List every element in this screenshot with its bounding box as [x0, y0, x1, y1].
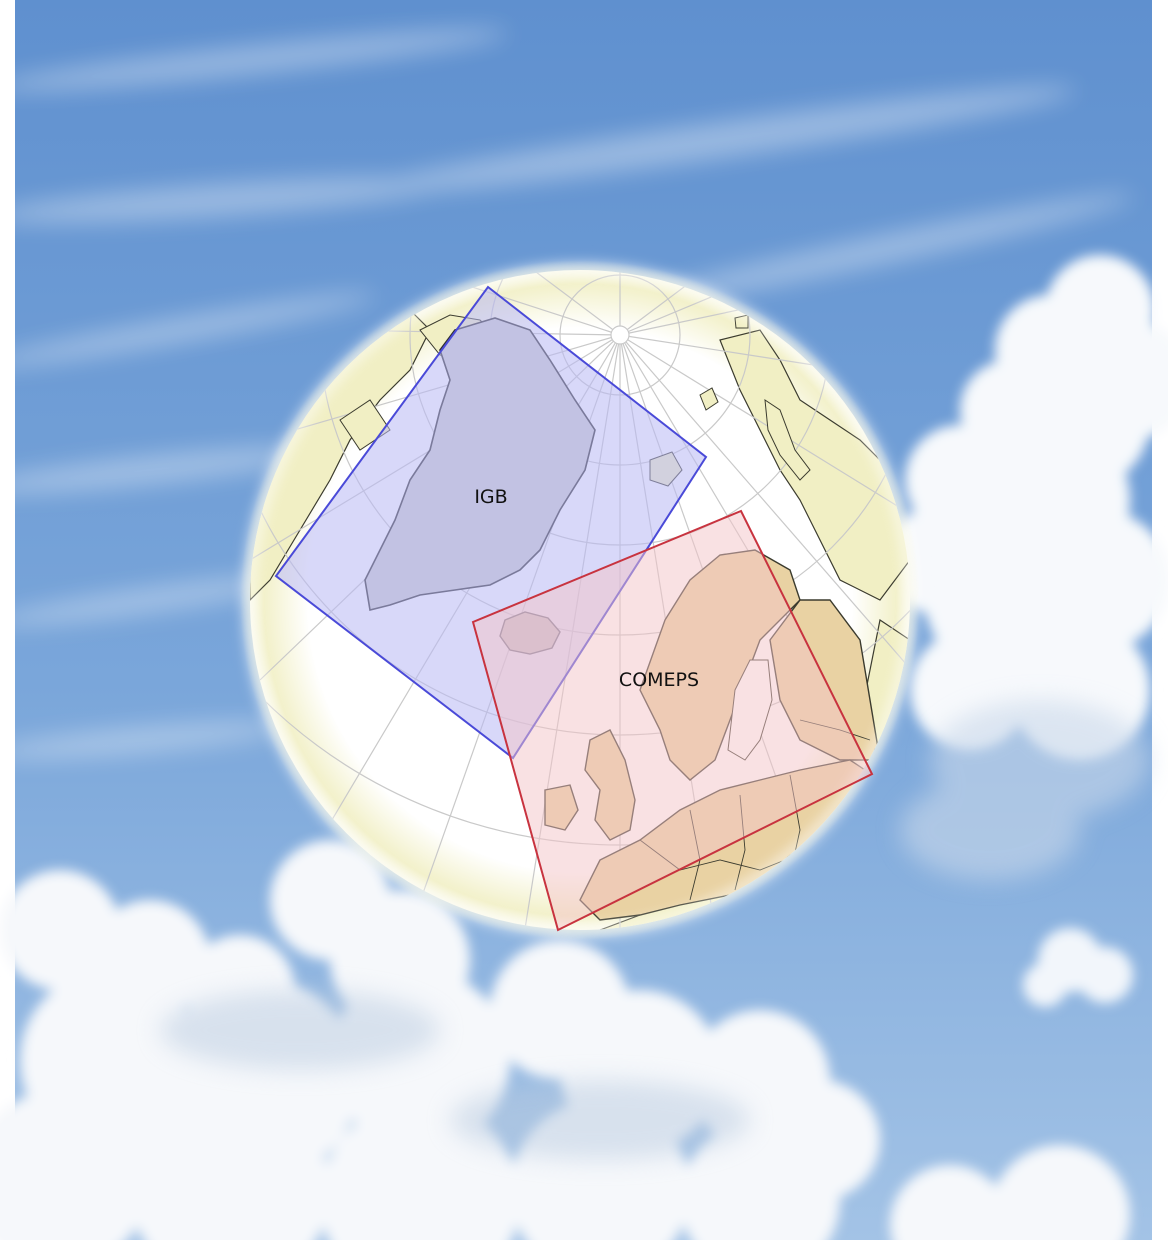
north-pole-marker — [610, 325, 630, 345]
cumulus-right — [885, 255, 1168, 760]
igb-label: IGB — [474, 486, 507, 508]
cumulus-right-shade — [900, 700, 1150, 880]
small-cloud-right — [1023, 928, 1133, 1007]
comeps-domain-box — [471, 509, 874, 932]
image-margin-right — [1152, 0, 1168, 1240]
comeps-label: COMEPS — [619, 669, 699, 691]
cirrus-streaks — [0, 29, 1135, 758]
cumulus-bottom-shade — [160, 990, 750, 1160]
domain-comeps: COMEPS — [471, 509, 874, 932]
